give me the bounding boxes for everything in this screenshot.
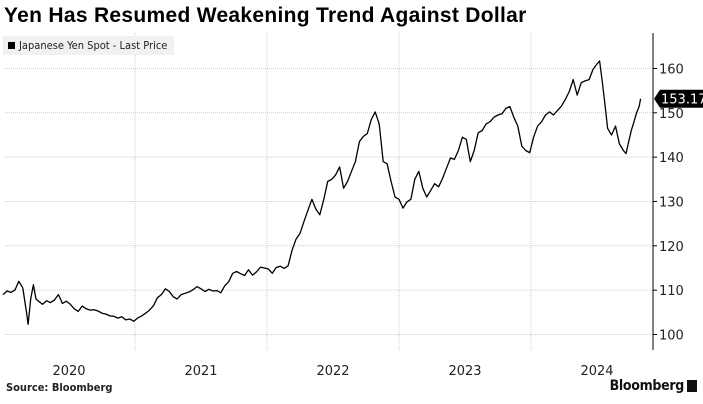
x-tick-label: 2023	[448, 364, 481, 379]
source-note: Source: Bloomberg	[6, 381, 113, 394]
last-value-text: 153.17	[661, 93, 703, 108]
gridlines	[5, 33, 653, 350]
x-tick-label: 2024	[580, 364, 613, 379]
y-tick-label: 130	[659, 195, 684, 210]
series-line-yen-spot	[2, 60, 642, 325]
legend-swatch	[8, 42, 15, 49]
y-axis: 100 110 120 130 140 150 160	[652, 33, 684, 350]
bloomberg-logo: Bloomberg	[610, 378, 697, 394]
legend: Japanese Yen Spot - Last Price	[3, 36, 175, 55]
y-tick-label: 100	[659, 328, 684, 343]
y-tick-label: 140	[659, 151, 684, 166]
x-axis: 2020 2021 2022 2023 2024	[52, 364, 613, 379]
bloomberg-terminal-icon	[687, 380, 697, 392]
chart-title: Yen Has Resumed Weakening Trend Against …	[4, 4, 527, 27]
y-tick-label: 150	[659, 107, 684, 122]
y-tick-label: 120	[659, 240, 684, 255]
y-tick-label: 160	[659, 62, 684, 77]
legend-label: Japanese Yen Spot - Last Price	[19, 39, 168, 52]
x-tick-label: 2022	[316, 364, 349, 379]
last-value-label: 153.17	[654, 89, 703, 108]
x-tick-label: 2021	[184, 364, 217, 379]
y-tick-label: 110	[659, 284, 684, 299]
brand-text: Bloomberg	[609, 378, 685, 394]
x-tick-label: 2020	[52, 364, 85, 379]
